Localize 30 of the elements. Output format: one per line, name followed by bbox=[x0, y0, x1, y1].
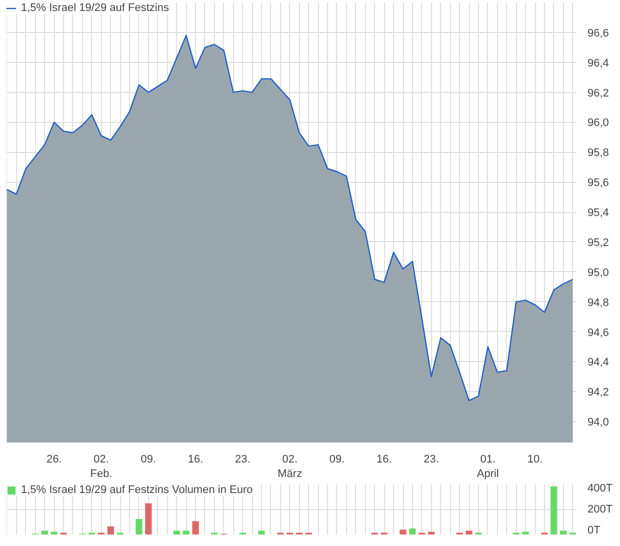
x-tick-label: 02. Feb. bbox=[90, 454, 112, 480]
y-tick-label: 200T bbox=[588, 504, 613, 516]
y-tick-label: 94,8 bbox=[588, 296, 609, 309]
x-tick-label: 01. April bbox=[476, 454, 499, 480]
y-tick-label: 96,4 bbox=[588, 57, 609, 70]
x-tick-label: 09. bbox=[329, 454, 345, 466]
x-tick-label: 16. bbox=[188, 454, 204, 466]
y-tick-label: 94,2 bbox=[588, 386, 609, 399]
legend-label: 1,5% Israel 19/29 auf Festzins bbox=[21, 2, 169, 14]
y-tick-label: 94,0 bbox=[588, 416, 609, 429]
x-tick-label: 23. bbox=[235, 454, 250, 466]
y-tick-label: 95,4 bbox=[588, 207, 609, 220]
y-tick-label: 0T bbox=[588, 524, 601, 536]
x-tick-label: 16. bbox=[376, 454, 392, 466]
x-tick-label: 26. bbox=[46, 454, 62, 466]
y-tick-label: 96,6 bbox=[588, 27, 609, 40]
legend-label: 1,5% Israel 19/29 auf Festzins Volumen in Euro bbox=[21, 484, 253, 496]
y-tick-label: 95,2 bbox=[588, 236, 609, 249]
x-tick-label: 02. März bbox=[278, 454, 302, 480]
x-tick-label: 09. bbox=[140, 454, 156, 466]
y-tick-label: 94,4 bbox=[588, 356, 609, 369]
y-tick-label: 94,6 bbox=[588, 326, 609, 339]
y-tick-label: 95,0 bbox=[588, 266, 609, 279]
y-tick-label: 96,2 bbox=[588, 87, 609, 100]
y-tick-label: 400T bbox=[588, 482, 613, 494]
x-tick-label: 10. bbox=[527, 454, 543, 466]
x-tick-label: 23. bbox=[424, 454, 439, 466]
y-tick-label: 95,6 bbox=[588, 177, 609, 190]
y-tick-label: 95,8 bbox=[588, 147, 609, 160]
y-tick-label: 96,0 bbox=[588, 117, 609, 130]
